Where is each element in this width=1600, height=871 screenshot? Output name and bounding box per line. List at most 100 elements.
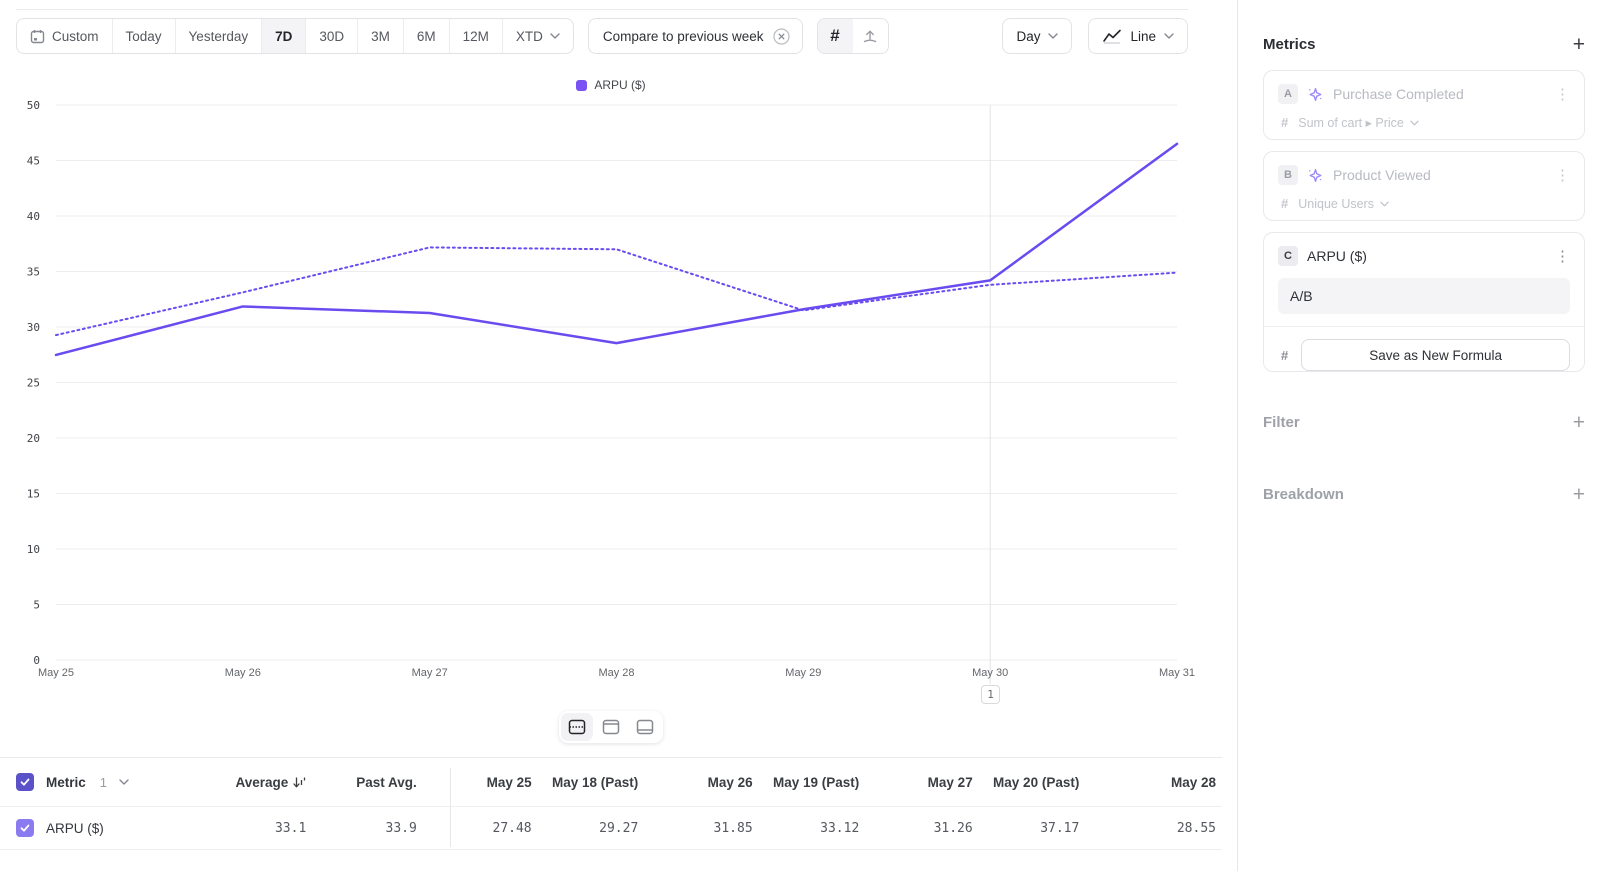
breakdown-title: Breakdown [1263,486,1344,503]
col-may-19-past[interactable]: May 19 (Past) [773,774,860,790]
svg-text:May 30: May 30 [972,667,1008,679]
range-30d[interactable]: 30D [306,19,359,53]
metric-name-c: ARPU ($) [1307,248,1367,264]
sort-descending-icon [293,777,306,787]
col-may-26[interactable]: May 26 [707,774,753,790]
col-may-27[interactable]: May 27 [927,774,973,790]
layout-split-button[interactable] [561,713,593,741]
compare-chip[interactable]: Compare to previous week [587,18,803,54]
add-filter-button[interactable]: + [1572,411,1585,434]
metric-menu-b[interactable]: ⋮ [1555,166,1570,184]
metric-card-c[interactable]: C ARPU ($) ⋮ A/B # Save as New Formula [1263,232,1585,372]
chart-toolbar: Custom Today Yesterday 7D 30D 3M 6M 12M … [16,18,1188,54]
svg-text:45: 45 [27,155,40,168]
breakdown-header: Breakdown + [1263,484,1585,505]
table-header-row: Metric 1 Average Past Avg. May 25 May 18… [0,758,1222,806]
cell-may-19-past: 33.12 [820,820,860,836]
event-sparkle-icon [1308,168,1323,182]
metric-badge-a: A [1278,84,1298,104]
remove-compare-icon[interactable] [772,27,790,45]
layout-chart-only-button[interactable] [595,713,627,741]
interval-label: Day [1016,28,1041,44]
card-divider [1264,326,1584,327]
metric-menu-c[interactable]: ⋮ [1555,247,1570,265]
line-chart-icon [1103,29,1122,44]
cell-may-26: 31.85 [713,820,753,836]
cell-may-20-past: 37.17 [1040,820,1080,836]
range-today[interactable]: Today [113,19,176,53]
metrics-title: Metrics [1263,36,1316,53]
chart-panel: 0 5 10 15 20 25 30 35 40 45 50 May 25 May 26 May 27 Ma… [0,0,1222,850]
svg-text:May 29: May 29 [785,667,821,679]
range-3m[interactable]: 3M [358,19,404,53]
metric-group-label[interactable]: Metric [46,774,86,790]
range-yesterday[interactable]: Yesterday [176,19,263,53]
interval-dropdown[interactable]: Day [1002,18,1073,54]
legend-swatch [576,79,588,91]
annotation-arrow-icon [863,30,877,43]
col-may-25[interactable]: May 25 [486,774,532,790]
range-7d[interactable]: 7D [262,19,307,53]
svg-text:5: 5 [33,599,40,612]
layout-table-only-button[interactable] [629,713,661,741]
range-xtd[interactable]: XTD [503,19,573,53]
range-custom[interactable]: Custom [17,19,113,53]
add-metric-button[interactable]: + [1572,33,1585,56]
range-12m[interactable]: 12M [450,19,503,53]
chart-type-dropdown[interactable]: Line [1088,18,1188,54]
chevron-down-icon [1380,201,1389,206]
svg-text:25: 25 [27,377,40,390]
svg-text:40: 40 [27,210,40,223]
svg-text:35: 35 [27,266,40,279]
measure-selector-b[interactable]: Unique Users [1298,197,1389,211]
calendar-icon [30,29,45,43]
formula-input[interactable]: A/B [1278,278,1570,314]
metrics-header: Metrics + [1263,34,1585,55]
measure-hash-icon: # [1281,196,1289,211]
split-view-icon [568,719,586,735]
gridlines-toggle[interactable]: # [817,19,853,53]
compare-chip-label: Compare to previous week [602,28,764,44]
annotation-marker[interactable]: 1 [981,685,1000,704]
col-may-20-past[interactable]: May 20 (Past) [993,774,1080,790]
arpu-line-chart[interactable]: 0 5 10 15 20 25 30 35 40 45 50 May 25 May 26 May 27 Ma… [0,0,1222,757]
chevron-down-icon[interactable] [119,779,129,785]
metric-menu-a[interactable]: ⋮ [1555,85,1570,103]
range-6m[interactable]: 6M [404,19,450,53]
col-may-28[interactable]: May 28 [1170,774,1216,790]
measure-hash-icon: # [1281,115,1289,130]
svg-text:May 28: May 28 [598,667,634,679]
col-past-average[interactable]: Past Avg. [356,774,417,790]
metric-card-a[interactable]: A Purchase Completed ⋮ # Sum of cart ▸ P… [1263,70,1585,140]
row-checkbox[interactable] [16,819,34,837]
col-average[interactable]: Average [223,775,312,790]
cell-may-27: 31.26 [933,820,973,836]
svg-text:30: 30 [27,321,40,334]
metric-count: 1 [99,774,107,790]
panel-layout-toggles [0,711,1222,743]
chevron-down-icon [550,33,560,39]
add-breakdown-button[interactable]: + [1572,483,1585,506]
save-as-new-formula-button[interactable]: Save as New Formula [1301,339,1570,371]
range-label: Custom [52,28,99,44]
metric-card-b[interactable]: B Product Viewed ⋮ # Unique Users [1263,151,1585,221]
annotations-toggle[interactable] [853,19,888,53]
panel-top-divider [16,9,1188,10]
check-icon [20,824,30,832]
chart-legend[interactable]: ARPU ($) [0,78,1222,92]
svg-text:May 25: May 25 [38,667,74,679]
metric-name-b: Product Viewed [1333,167,1431,183]
select-all-checkbox[interactable] [16,773,34,791]
table-row-arpu[interactable]: ARPU ($) 33.1 33.9 27.48 29.27 31.85 33.… [0,806,1222,850]
cell-may-28: 28.55 [1176,820,1216,836]
bottom-pane-icon [636,719,654,735]
hash-grid-icon: # [830,26,840,45]
chevron-down-icon [1164,33,1174,39]
col-may-18-past[interactable]: May 18 (Past) [551,774,639,790]
measure-selector-a[interactable]: Sum of cart ▸ Price [1298,115,1419,130]
filter-title: Filter [1263,414,1300,431]
chart-type-label: Line [1130,28,1156,44]
chevron-down-icon [1410,120,1419,125]
chevron-down-icon [1048,33,1059,39]
